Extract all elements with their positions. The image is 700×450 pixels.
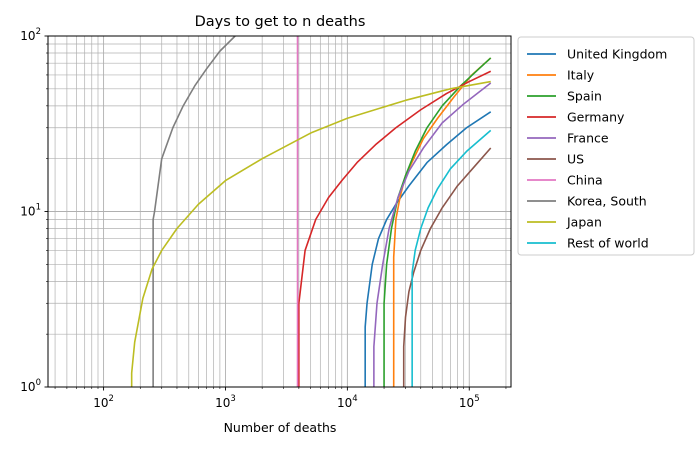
x-tick-label: 105: [459, 394, 480, 410]
legend-entry-label: Germany: [567, 110, 625, 125]
legend: United Kingdom Italy Spain Germany France US C…: [517, 36, 695, 256]
legend-entry-label: United Kingdom: [567, 47, 667, 62]
series-line-italy: [392, 57, 492, 387]
series-line-japan: [130, 80, 491, 387]
y-tick-label: 101: [20, 203, 41, 219]
legend-frame: [517, 36, 695, 256]
series-line-us: [402, 147, 492, 387]
legend-entry-label: US: [567, 152, 584, 167]
chart-title: Days to get to n deaths: [195, 14, 366, 30]
legend-entry-label: France: [567, 131, 609, 146]
x-axis-title: Number of deaths: [224, 420, 337, 435]
x-tick-label: 103: [215, 394, 236, 410]
series-line-germany: [298, 70, 492, 387]
grid: [48, 35, 511, 388]
x-tick-label: 104: [337, 394, 358, 410]
series-line-united-kingdom: [364, 111, 492, 387]
legend-entry-label: Rest of world: [567, 236, 649, 251]
legend-entry-label: Japan: [566, 215, 602, 230]
y-tick-label: 100: [20, 378, 41, 394]
x-tick-label: 102: [93, 394, 114, 410]
y-tick-label: 102: [20, 27, 41, 43]
series-line-korea-south: [152, 36, 236, 387]
legend-entry-label: Korea, South: [567, 194, 647, 209]
plot-area: 102 103 104 105 100 101 102: [20, 27, 512, 410]
series-lines: [130, 36, 492, 387]
legend-entry-label: Spain: [567, 89, 602, 104]
series-line-france: [373, 82, 492, 387]
axis-ticks: [44, 35, 507, 391]
series-line-rest-of-world: [411, 129, 492, 387]
legend-entry-label: China: [567, 173, 603, 188]
axis-tick-labels: 102 103 104 105 100 101 102: [20, 27, 479, 410]
legend-entry-label: Italy: [567, 68, 595, 83]
series-line-spain: [383, 57, 492, 387]
